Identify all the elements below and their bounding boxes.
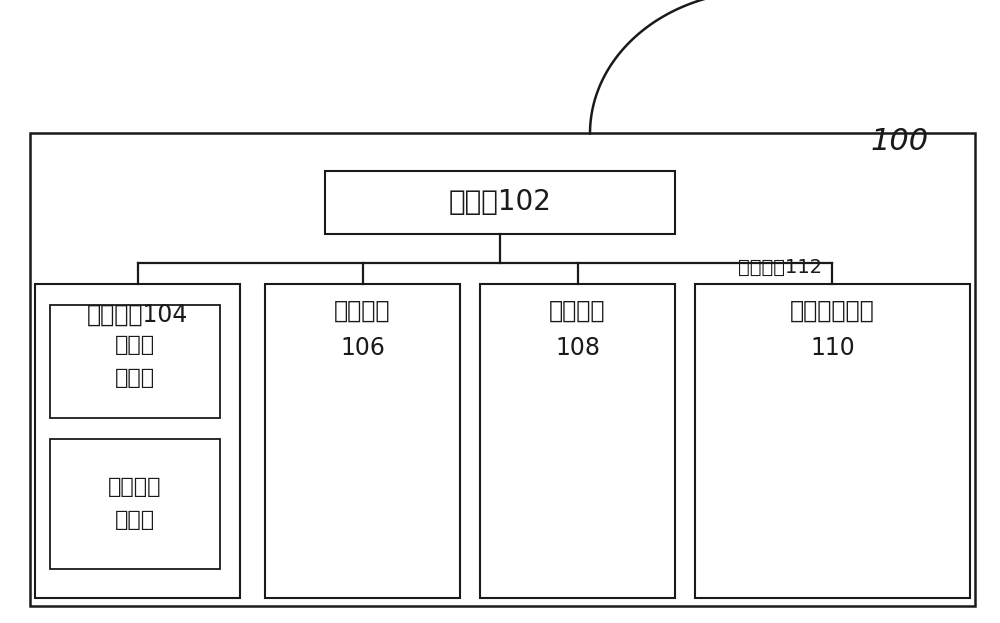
- Bar: [480, 284, 675, 598]
- Bar: [50, 439, 220, 569]
- Bar: [265, 284, 460, 598]
- Text: 总线系统112: 总线系统112: [738, 258, 822, 277]
- Bar: [50, 305, 220, 418]
- Bar: [325, 171, 675, 234]
- Text: 输出装置: 输出装置: [549, 299, 606, 323]
- Bar: [35, 284, 240, 598]
- Text: 106: 106: [340, 336, 385, 360]
- Text: 存储装置104: 存储装置104: [87, 303, 188, 326]
- Text: 输入装置: 输入装置: [334, 299, 391, 323]
- Text: 图像采集装置: 图像采集装置: [790, 299, 875, 323]
- Bar: [695, 284, 970, 598]
- Text: 易失性
存储器: 易失性 存储器: [115, 335, 155, 388]
- Text: 处理器102: 处理器102: [449, 189, 551, 216]
- Text: 108: 108: [555, 336, 600, 360]
- Text: 非易失性
存储器: 非易失性 存储器: [108, 477, 162, 530]
- Text: 100: 100: [871, 127, 929, 156]
- Text: 110: 110: [810, 336, 855, 360]
